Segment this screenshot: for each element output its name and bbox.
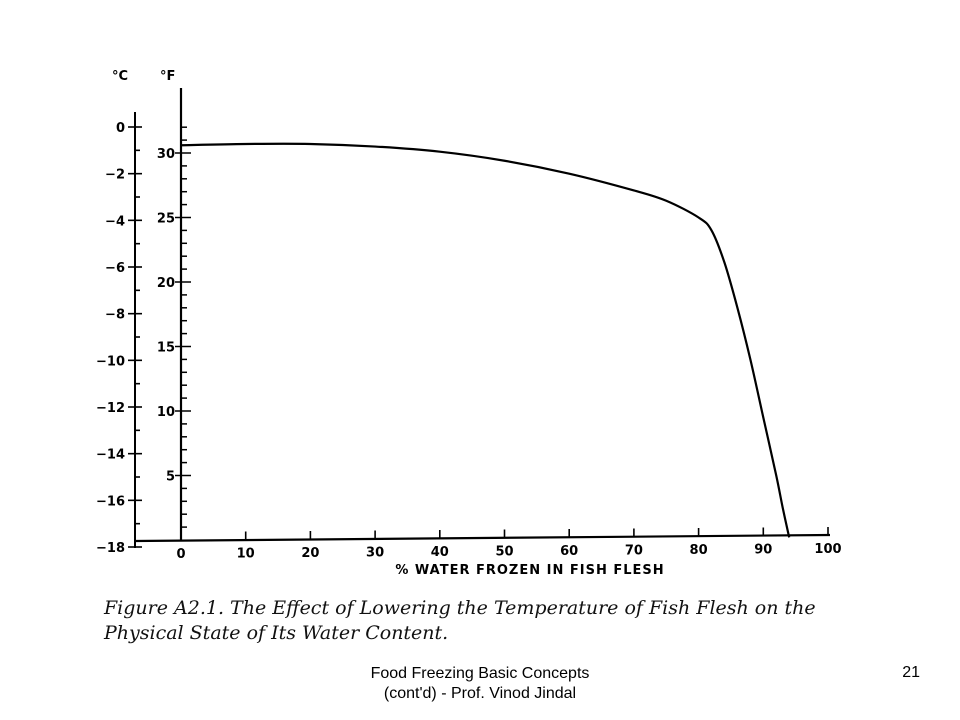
x-tick-label: 100 [814, 542, 841, 557]
celsius-tick-label: −12 [96, 401, 125, 416]
fahrenheit-tick-label: 20 [157, 276, 175, 291]
x-tick-label: 50 [495, 545, 513, 560]
footer-line-2: (cont'd) - Prof. Vinod Jindal [383, 685, 577, 702]
x-tick-label: 80 [690, 543, 708, 558]
x-axis-line [134, 533, 831, 543]
celsius-tick-label: −14 [96, 448, 125, 463]
chart-labels: °C °F 0 −2 −4 −6 −8 −10 −12 −14 −16 −18 5 10 15 20 25 30 0… [96, 69, 842, 578]
x-tick-label: 60 [560, 544, 578, 559]
x-tick-label: 30 [366, 546, 384, 561]
x-tick-label: 70 [625, 544, 643, 559]
figure-caption: Figure A2.1. The Effect of Lowering the … [104, 597, 816, 644]
chart-axes [134, 88, 831, 548]
fahrenheit-tick-label: 5 [166, 470, 175, 485]
footer-line-1: Food Freezing Basic Concepts [370, 665, 590, 682]
fahrenheit-tick-label: 30 [157, 147, 175, 162]
celsius-tick-label: −2 [105, 168, 125, 183]
x-tick-label: 90 [754, 543, 772, 558]
fahrenheit-tick-label: 15 [157, 341, 175, 356]
celsius-tick-label: −6 [105, 261, 125, 276]
footer-title: Food Freezing Basic Concepts (cont'd) - … [290, 664, 670, 704]
x-tick-label: 40 [431, 545, 449, 560]
chart: °C °F 0 −2 −4 −6 −8 −10 −12 −14 −16 −18 5 10 15 20 25 30 0… [96, 69, 842, 578]
page-number: 21 [902, 664, 920, 681]
fahrenheit-tick-label: 10 [157, 405, 175, 420]
data-line [180, 142, 791, 538]
celsius-tick-label: −4 [105, 214, 125, 229]
x-axis-label: % WATER FROZEN IN FISH FLESH [395, 563, 664, 578]
celsius-tick-label: 0 [116, 121, 125, 136]
fahrenheit-tick-label: 25 [157, 212, 175, 227]
celsius-unit-label: °C [112, 69, 128, 84]
x-tick-label: 0 [176, 547, 185, 562]
x-tick-label: 10 [237, 547, 255, 562]
fahrenheit-unit-label: °F [160, 69, 175, 84]
celsius-tick-label: −8 [105, 308, 125, 323]
x-tick-label: 20 [301, 546, 319, 561]
chart-ticks [128, 126, 829, 548]
celsius-tick-label: −18 [96, 541, 125, 556]
celsius-tick-label: −16 [96, 494, 125, 509]
celsius-tick-label: −10 [96, 354, 125, 369]
